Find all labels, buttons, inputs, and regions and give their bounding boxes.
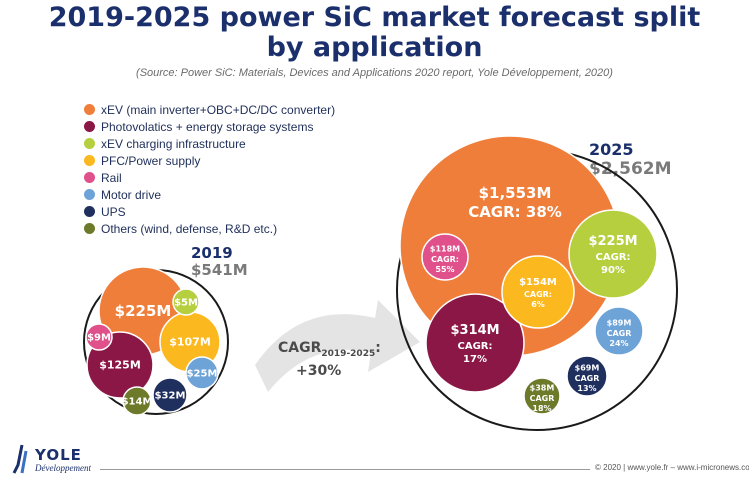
bubble-2025-pfc	[501, 255, 575, 329]
growth-arrow	[255, 300, 420, 392]
bubble-2025-motor	[594, 306, 644, 356]
legend-label: Rail	[101, 170, 122, 185]
bubble-2025-charging	[568, 209, 658, 299]
legend-label: UPS	[101, 204, 126, 219]
legend-label: Others (wind, defense, R&D etc.)	[101, 221, 278, 236]
value-label-2025-pfc: $154M	[519, 277, 557, 288]
overall-cagr-word: CAGR	[278, 340, 322, 356]
legend-label: Motor drive	[101, 187, 162, 202]
bubble-2025-ups	[566, 355, 608, 397]
cagr-value-2025-ups: 13%	[577, 384, 596, 393]
value-label-2019-motor: $14M	[122, 396, 153, 407]
legend-item-rail: Rail	[84, 169, 335, 186]
bubble-2025-pv	[425, 293, 525, 393]
bubble-2019-pfc	[152, 377, 188, 413]
value-label-2019-pv: $125M	[99, 359, 141, 372]
legend-label: xEV (main inverter+OBC+DC/DC converter)	[101, 102, 336, 117]
cagr-word-2025-charging: CAGR:	[596, 252, 631, 263]
overall-cagr-period: 2019-2025	[321, 348, 376, 359]
year-2025-label: 2025	[589, 140, 634, 159]
legend-label: xEV charging infrastructure	[101, 136, 246, 151]
bubble-2019-rail	[185, 356, 219, 390]
bubble-2019-motor	[122, 386, 152, 416]
value-label-2019-charging: $107M	[169, 336, 211, 349]
cagr-value-2025-pfc: 6%	[531, 300, 545, 309]
cagr-word-2025-ups: CAGR	[575, 374, 600, 383]
yole-logo-icon	[12, 444, 28, 474]
chart-title-line2: by application	[266, 32, 483, 63]
legend-swatch	[84, 121, 95, 132]
source-note: (Source: Power SiC: Materials, Devices a…	[136, 67, 613, 79]
footer-divider	[100, 469, 590, 470]
value-label-2025-rail: $118M	[430, 244, 460, 253]
value-label-2025-charging: $225M	[588, 234, 637, 249]
legend-item-charging: xEV charging infrastructure	[84, 135, 335, 152]
value-label-2025-motor: $89M	[607, 318, 632, 327]
cagr-word-2025-motor: CAGR	[607, 329, 632, 338]
cagr-word-2025-others: CAGR	[530, 394, 555, 403]
cagr-word-2025-pv: CAGR:	[458, 341, 493, 352]
cagr-value-2025-charging: 90%	[601, 265, 625, 276]
value-label-2019-rail: $25M	[187, 368, 218, 379]
legend-item-xev: xEV (main inverter+OBC+DC/DC converter)	[84, 101, 335, 118]
legend-swatch	[84, 206, 95, 217]
value-label-2019-others: $5M	[174, 297, 198, 308]
yole-logo-text: YOLE	[35, 446, 82, 464]
year-2025-total: $2,562M	[589, 159, 672, 179]
legend-item-pfc: PFC/Power supply	[84, 152, 335, 169]
cagr-label-2025-xev: CAGR: 38%	[468, 203, 562, 221]
legend-label: PFC/Power supply	[101, 153, 201, 168]
cagr-value-2025-others: 18%	[532, 404, 551, 413]
yole-logo-subtext: Développement	[35, 463, 91, 473]
legend-swatch	[84, 155, 95, 166]
year-2019-label: 2019	[191, 244, 233, 262]
bubble-2025-others	[523, 377, 561, 415]
cagr-word-2025-pfc: CAGR:	[524, 290, 552, 299]
bubble-2019-others	[172, 288, 200, 316]
bubble-2025-rail	[421, 233, 469, 281]
legend-swatch	[84, 138, 95, 149]
value-label-2025-others: $38M	[530, 383, 555, 392]
legend-item-others: Others (wind, defense, R&D etc.)	[84, 220, 335, 237]
legend-item-pv: Photovolatics + energy storage systems	[84, 118, 335, 135]
value-label-2019-ups: $9M	[87, 332, 111, 343]
legend-item-motor: Motor drive	[84, 186, 335, 203]
value-label-2025-xev: $1,553M	[479, 184, 552, 202]
legend-swatch	[84, 189, 95, 200]
value-label-2025-pv: $314M	[450, 323, 499, 338]
legend-swatch	[84, 172, 95, 183]
cagr-value-2025-motor: 24%	[609, 339, 628, 348]
legend-item-ups: UPS	[84, 203, 335, 220]
footer-copyright: © 2020 | www.yole.fr – www.i-micronews.c…	[595, 463, 749, 472]
value-label-2025-ups: $69M	[575, 363, 600, 372]
legend-swatch	[84, 104, 95, 115]
legend: xEV (main inverter+OBC+DC/DC converter) …	[84, 101, 335, 237]
value-label-2019-xev: $225M	[115, 302, 172, 320]
overall-cagr-value: +30%	[296, 362, 342, 379]
cagr-value-2025-rail: 55%	[435, 265, 454, 274]
legend-swatch	[84, 223, 95, 234]
bubble-2019-ups	[85, 323, 113, 351]
overall-cagr-label: CAGR2019-2025: +30%	[278, 340, 381, 380]
cagr-word-2025-rail: CAGR:	[431, 255, 459, 264]
year-2019-total: $541M	[191, 261, 248, 279]
cagr-value-2025-pv: 17%	[463, 354, 487, 365]
legend-label: Photovolatics + energy storage systems	[101, 119, 314, 134]
overall-cagr-colon: :	[375, 340, 381, 356]
chart-title-line1: 2019-2025 power SiC market forecast spli…	[48, 2, 701, 33]
value-label-2019-pfc: $32M	[155, 390, 186, 401]
